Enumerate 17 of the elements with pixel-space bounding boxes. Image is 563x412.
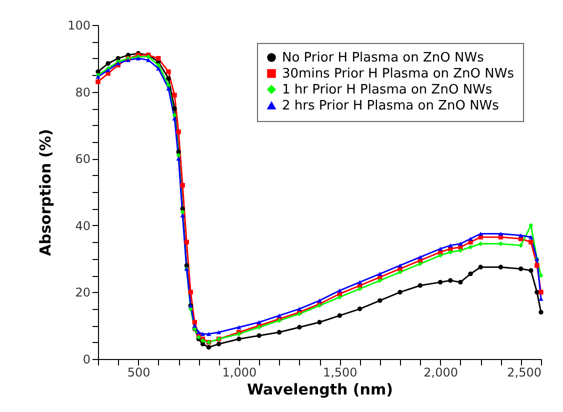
- y-tick-label: 60: [75, 152, 90, 166]
- y-tick-label: 100: [68, 18, 90, 32]
- legend-label: 30mins Prior H Plasma on ZnO NWs: [282, 66, 514, 82]
- y-tick-label: 80: [75, 85, 90, 100]
- y-tick-label: 40: [75, 218, 90, 233]
- y-tick-label: 20: [75, 286, 90, 300]
- x-axis-title: Wavelength (nm): [247, 380, 393, 398]
- x-tick-label: 2,000: [424, 366, 458, 380]
- y-tick-label: 0: [82, 352, 90, 366]
- legend-label: 1 hr Prior H Plasma on ZnO NWs: [282, 82, 492, 98]
- y-axis-title: Absorption (%): [36, 129, 55, 256]
- x-tick-label: 500: [127, 366, 150, 380]
- x-tick-label: 2,500: [507, 366, 542, 380]
- legend-label: 2 hrs Prior H Plasma on ZnO NWs: [282, 98, 500, 114]
- legend-label: No Prior H Plasma on ZnO NWs: [282, 50, 484, 66]
- x-tick-label: 1,500: [322, 366, 358, 380]
- x-tick-label: 1,000: [222, 366, 257, 380]
